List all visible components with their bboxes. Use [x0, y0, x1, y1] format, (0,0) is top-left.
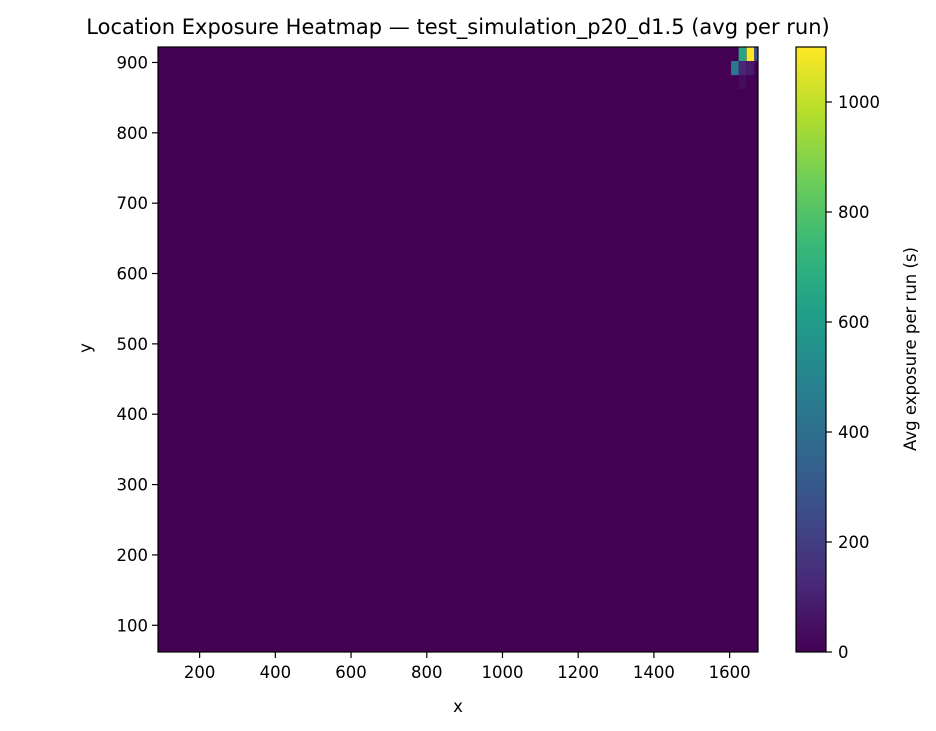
colorbar-tick-label: 600 [838, 313, 870, 332]
plot-frame [157, 46, 759, 653]
heatmap-cell [738, 61, 747, 76]
y-tick-label: 900 [117, 53, 149, 72]
y-tick-label: 700 [117, 194, 149, 213]
y-tick-label: 300 [117, 476, 149, 495]
heatmap-cell [746, 47, 755, 62]
y-tick-label: 100 [117, 616, 149, 635]
colorbar-tick-label: 0 [838, 643, 849, 662]
colorbar: 0 200 400 600 800 1000 [795, 46, 880, 662]
y-tick-label: 600 [117, 265, 149, 284]
x-tick-label: 1000 [481, 663, 523, 682]
heatmap-background [158, 47, 758, 652]
colorbar-label: Avg exposure per run (s) [901, 247, 920, 451]
colorbar-tick-label: 400 [838, 423, 870, 442]
plot-area [157, 46, 759, 653]
x-tick-label: 600 [335, 663, 367, 682]
y-axis: 100 200 300 400 500 600 700 800 900 [117, 53, 158, 635]
y-tick-label: 200 [117, 546, 149, 565]
colorbar-gradient [795, 46, 827, 653]
heatmap-cell [754, 47, 758, 62]
y-tick-label: 400 [117, 405, 149, 424]
chart-title: Location Exposure Heatmap — test_simulat… [86, 15, 829, 40]
colorbar-tick-label: 200 [838, 533, 870, 552]
x-tick-label: 1200 [557, 663, 599, 682]
heatmap-cell [731, 61, 739, 76]
x-tick-label: 400 [260, 663, 292, 682]
x-tick-label: 1400 [633, 663, 675, 682]
y-axis-label: y [76, 343, 95, 353]
x-tick-label: 1600 [709, 663, 751, 682]
y-tick-label: 800 [117, 124, 149, 143]
heatmap-cell [738, 47, 747, 62]
colorbar-tick-label: 800 [838, 203, 870, 222]
x-axis-label: x [453, 697, 463, 716]
colorbar-tick-label: 1000 [838, 93, 880, 112]
y-tick-label: 500 [117, 335, 149, 354]
heatmap-cell [738, 75, 747, 90]
heatmap-cell [746, 61, 755, 76]
x-tick-label: 800 [411, 663, 443, 682]
x-axis: 200 400 600 800 1000 1200 1400 1600 [184, 652, 751, 682]
x-tick-label: 200 [184, 663, 216, 682]
